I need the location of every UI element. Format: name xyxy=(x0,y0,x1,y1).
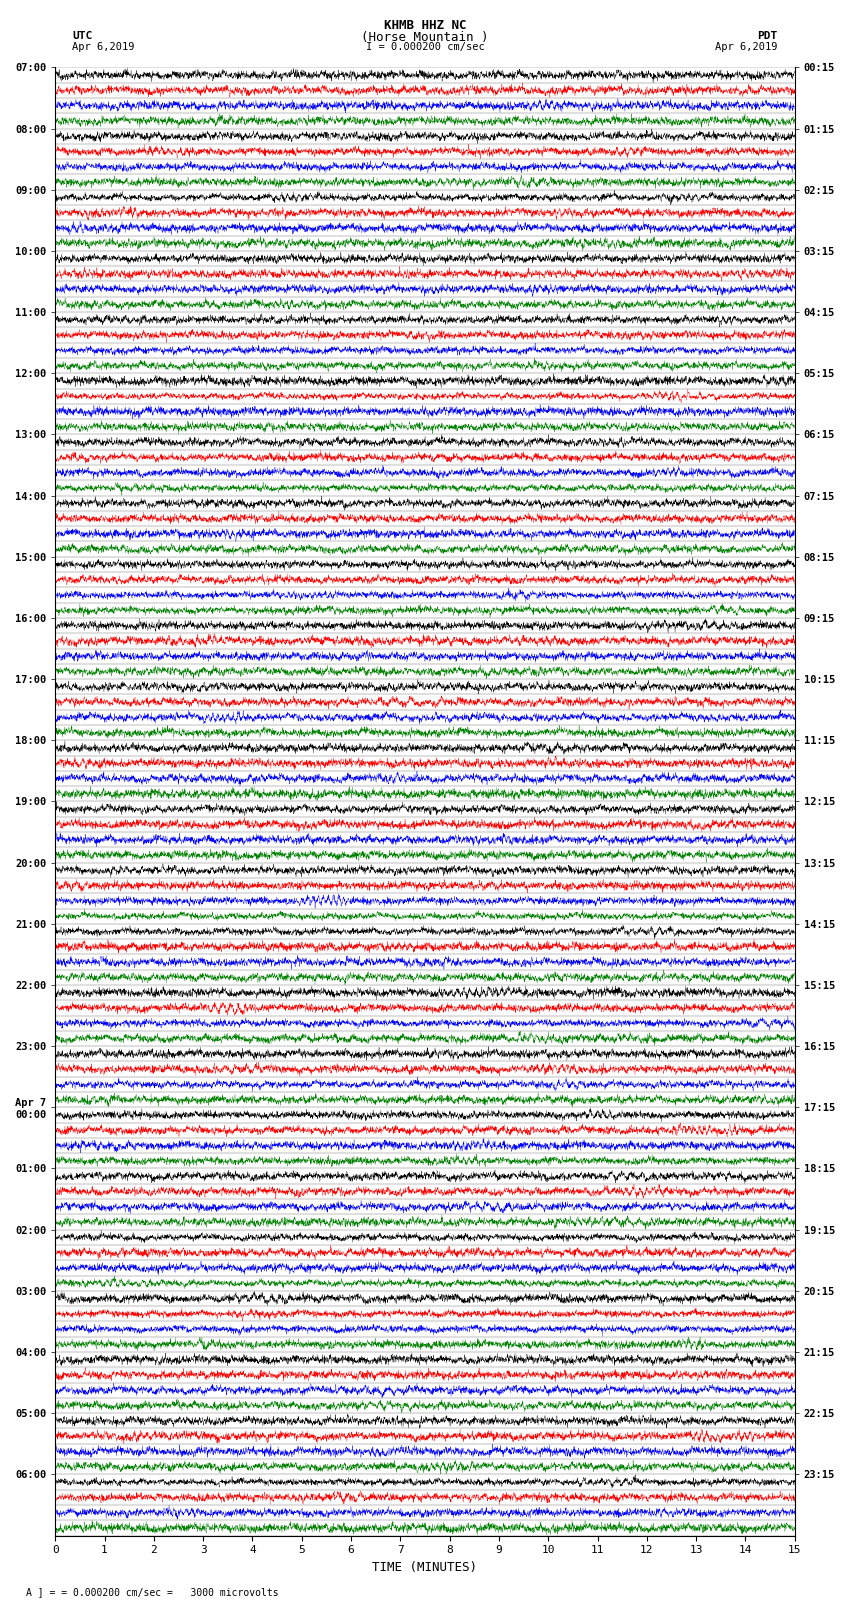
Text: (Horse Mountain ): (Horse Mountain ) xyxy=(361,31,489,44)
X-axis label: TIME (MINUTES): TIME (MINUTES) xyxy=(372,1561,478,1574)
Text: Apr 6,2019: Apr 6,2019 xyxy=(72,42,135,52)
Text: Apr 6,2019: Apr 6,2019 xyxy=(715,42,778,52)
Text: A ] = = 0.000200 cm/sec =   3000 microvolts: A ] = = 0.000200 cm/sec = 3000 microvolt… xyxy=(26,1587,278,1597)
Text: KHMB HHZ NC: KHMB HHZ NC xyxy=(383,19,467,32)
Text: I = 0.000200 cm/sec: I = 0.000200 cm/sec xyxy=(366,42,484,52)
Text: PDT: PDT xyxy=(757,31,778,40)
Text: UTC: UTC xyxy=(72,31,93,40)
